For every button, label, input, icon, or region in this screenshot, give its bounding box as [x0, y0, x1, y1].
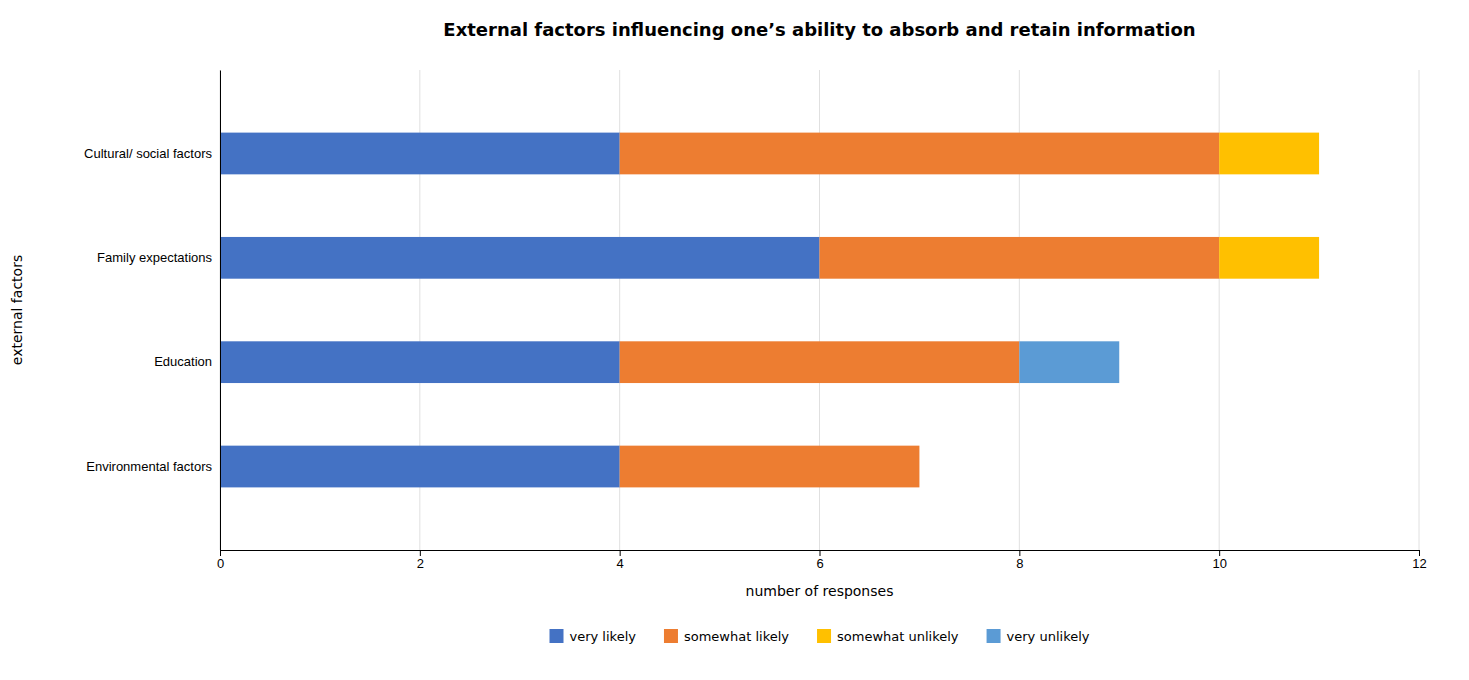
x-tick-label: 0 [217, 556, 224, 571]
legend: very likely somewhat likely somewhat unlik… [550, 629, 1090, 644]
grid-line [220, 70, 221, 550]
x-tick: 4 [617, 550, 624, 571]
series [620, 133, 1220, 488]
bar [1019, 341, 1119, 383]
x-tick-mark [820, 550, 821, 556]
x-tick-label: 8 [1016, 556, 1023, 571]
y-axis: Environmental factors Education Family exp… [84, 71, 220, 551]
bar [620, 341, 1020, 383]
series [1019, 341, 1119, 383]
legend-item: very unlikely [987, 629, 1090, 644]
legend-item: very likely [550, 629, 637, 644]
legend-item: somewhat unlikely [817, 629, 959, 644]
legend-label: somewhat likely [684, 629, 789, 644]
x-tick-label: 12 [1412, 556, 1426, 571]
y-axis-title: external factors [9, 255, 25, 365]
bar [620, 446, 920, 488]
bar [220, 341, 620, 383]
x-axis: 0 2 4 6 8 10 12 [217, 550, 1427, 571]
y-tick: Education [154, 354, 212, 369]
x-axis-line [221, 551, 1420, 557]
x-tick-mark [420, 550, 421, 556]
x-tick: 2 [417, 550, 424, 571]
y-tick: Environmental factors [86, 459, 212, 474]
legend-swatch [550, 629, 564, 643]
x-tick: 12 [1412, 550, 1426, 571]
x-tick: 6 [816, 550, 823, 571]
grid-line [1419, 70, 1420, 550]
y-axis-line [220, 71, 221, 551]
grid [220, 70, 1419, 550]
x-tick: 10 [1212, 550, 1226, 571]
bar [1219, 237, 1319, 279]
legend-label: very likely [570, 629, 637, 644]
x-axis-title: number of responses [746, 583, 894, 599]
x-tick-mark [1019, 550, 1020, 556]
bar [220, 237, 820, 279]
y-tick: Cultural/ social factors [84, 146, 212, 161]
chart: 0 2 4 6 8 10 12 Environmental factors Education F… [0, 0, 1469, 680]
x-tick: 8 [1016, 550, 1023, 571]
legend-item: somewhat likely [664, 629, 789, 644]
legend-label: very unlikely [1007, 629, 1090, 644]
legend-label: somewhat unlikely [837, 629, 959, 644]
bar [919, 446, 920, 488]
x-tick-label: 2 [417, 556, 424, 571]
x-tick: 0 [217, 550, 224, 571]
x-tick-mark [620, 550, 621, 556]
y-tick: Family expectations [97, 250, 212, 265]
x-tick-label: 10 [1212, 556, 1226, 571]
bars [220, 133, 1319, 488]
bar [220, 446, 620, 488]
x-tick-mark [220, 550, 221, 556]
series [1219, 133, 1319, 279]
title: External factors influencing one’s abili… [443, 19, 1195, 40]
legend-swatch [987, 629, 1001, 643]
x-tick-mark [1219, 550, 1220, 556]
bar [820, 237, 1220, 279]
bar [1319, 237, 1320, 279]
bar [620, 133, 1220, 175]
y-tick-label: Environmental factors [86, 459, 212, 474]
x-tick-mark [1419, 550, 1420, 556]
x-tick-label: 6 [816, 556, 823, 571]
legend-swatch [664, 629, 678, 643]
y-tick-label: Education [154, 354, 212, 369]
x-tick-label: 4 [617, 556, 624, 571]
plot-area: 0 2 4 6 8 10 12 Environmental factors Education F… [84, 70, 1427, 571]
bar [1319, 133, 1320, 175]
y-tick-label: Cultural/ social factors [84, 146, 212, 161]
bar [919, 446, 920, 488]
y-tick-label: Family expectations [97, 250, 212, 265]
legend-swatch [817, 629, 831, 643]
bar [1219, 133, 1319, 175]
series [220, 133, 820, 488]
bar [220, 133, 620, 175]
